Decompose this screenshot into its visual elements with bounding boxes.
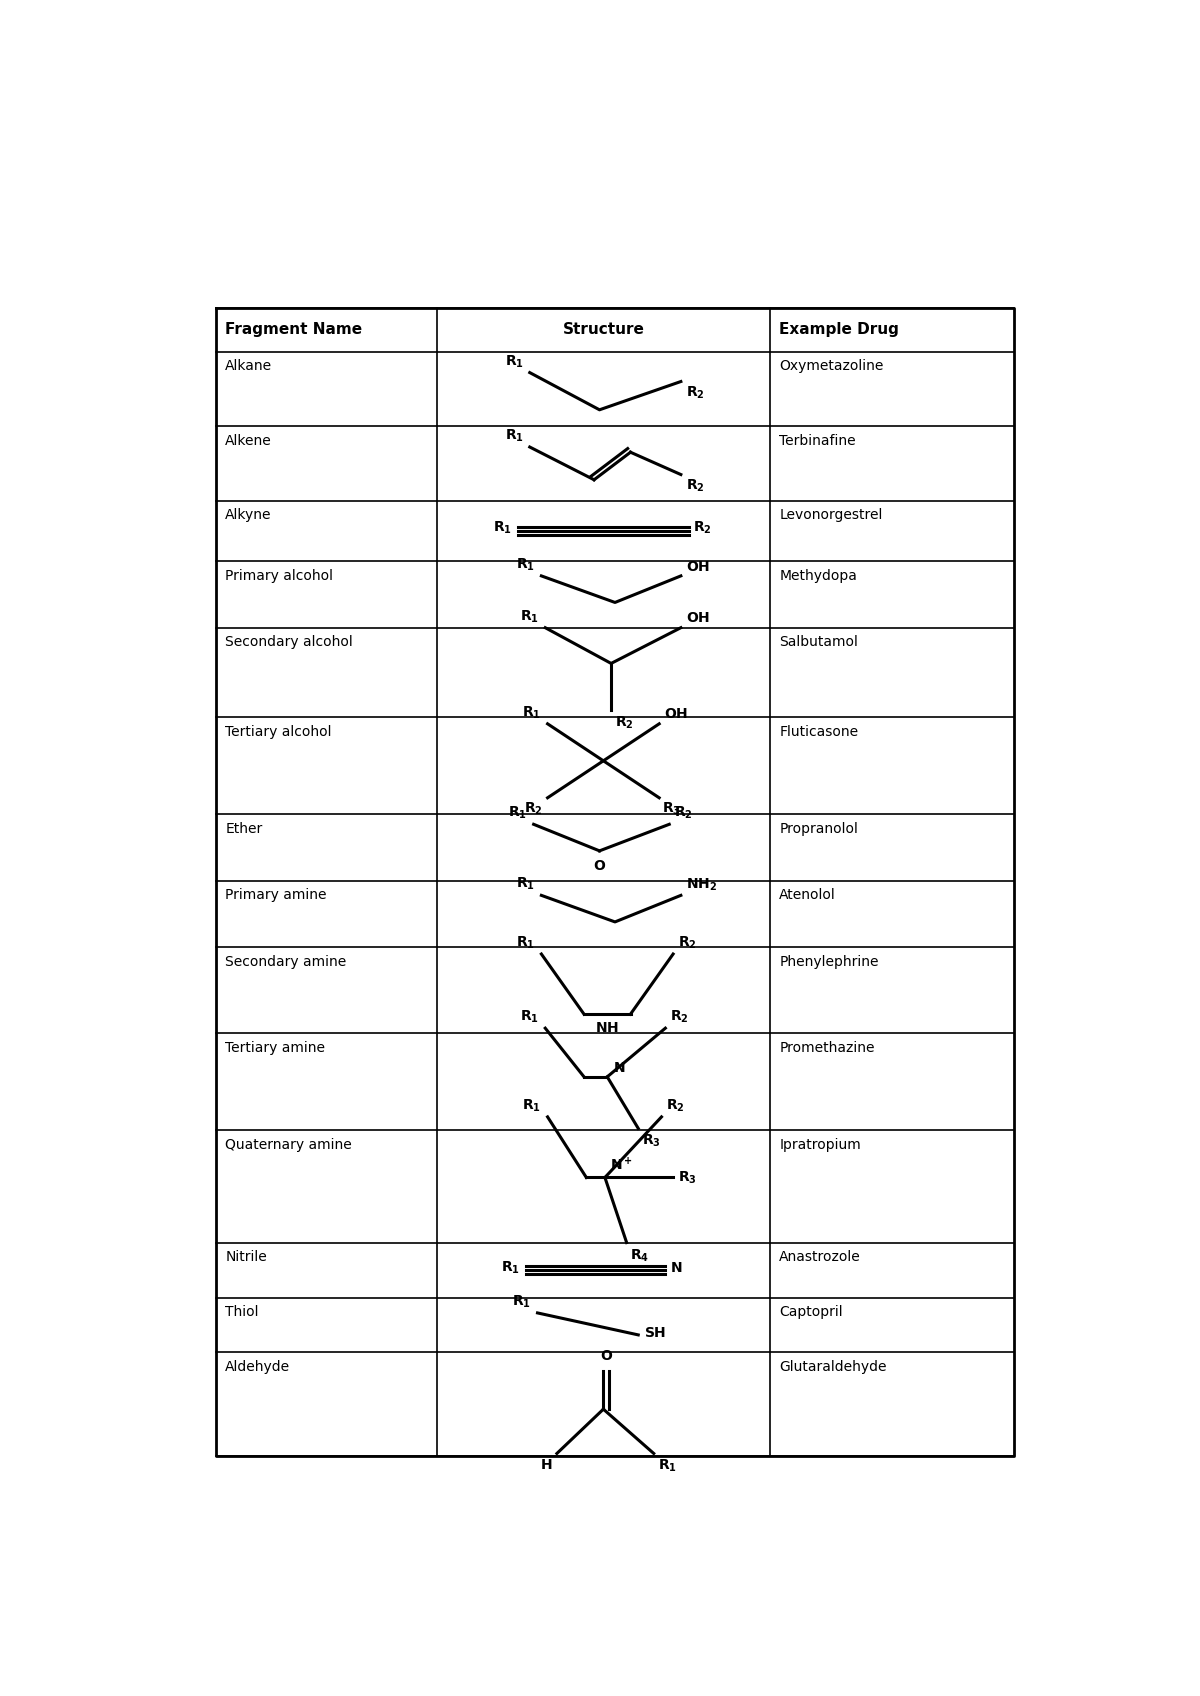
Text: Ipratropium: Ipratropium (779, 1138, 862, 1152)
Text: Structure: Structure (563, 322, 644, 338)
Text: $\mathbf{R_1}$: $\mathbf{R_1}$ (522, 1097, 541, 1114)
Text: $\mathbf{R_1}$: $\mathbf{R_1}$ (505, 427, 523, 444)
Text: $\mathbf{R_1}$: $\mathbf{R_1}$ (520, 609, 539, 624)
Text: Salbutamol: Salbutamol (779, 636, 858, 650)
Text: $\mathbf{R_3}$: $\mathbf{R_3}$ (642, 1133, 661, 1150)
Text: Alkane: Alkane (226, 360, 272, 373)
Text: Nitrile: Nitrile (226, 1250, 266, 1264)
Text: Primary alcohol: Primary alcohol (226, 568, 334, 583)
Text: $\mathbf{R_1}$: $\mathbf{R_1}$ (516, 934, 535, 951)
Text: Captopril: Captopril (779, 1306, 842, 1319)
Text: $\mathbf{R_1}$: $\mathbf{R_1}$ (516, 556, 535, 573)
Text: Oxymetazoline: Oxymetazoline (779, 360, 883, 373)
Text: $\mathbf{R_4}$: $\mathbf{R_4}$ (630, 1247, 649, 1264)
Text: $\mathbf{R_1}$: $\mathbf{R_1}$ (520, 1009, 539, 1024)
Text: $\mathbf{R_1}$: $\mathbf{R_1}$ (522, 704, 541, 721)
Text: Promethazine: Promethazine (779, 1041, 875, 1055)
Text: $\mathbf{R_1}$: $\mathbf{R_1}$ (516, 875, 535, 892)
Text: $\mathbf{R_1}$: $\mathbf{R_1}$ (505, 353, 523, 370)
Text: $\mathbf{R_2}$: $\mathbf{R_2}$ (616, 714, 634, 731)
Text: $\mathbf{R_1}$: $\mathbf{R_1}$ (512, 1294, 532, 1309)
Text: $\mathbf{H}$: $\mathbf{H}$ (540, 1459, 552, 1472)
Text: $\mathbf{R_2}$: $\mathbf{R_2}$ (685, 385, 704, 400)
Text: Alkene: Alkene (226, 434, 272, 448)
Text: Terbinafine: Terbinafine (779, 434, 856, 448)
Text: $\mathbf{O}$: $\mathbf{O}$ (600, 1350, 613, 1364)
Text: Thiol: Thiol (226, 1306, 259, 1319)
Text: Ether: Ether (226, 823, 263, 836)
Text: $\mathbf{R_2}$: $\mathbf{R_2}$ (666, 1097, 685, 1114)
Text: $\mathbf{R_1}$: $\mathbf{R_1}$ (659, 1459, 677, 1474)
Text: $\mathbf{OH}$: $\mathbf{OH}$ (664, 707, 688, 721)
Text: $\mathbf{R_3}$: $\mathbf{R_3}$ (662, 801, 682, 817)
Text: Primary amine: Primary amine (226, 889, 326, 902)
Text: $\mathbf{R_1}$: $\mathbf{R_1}$ (493, 519, 512, 536)
Text: $\mathbf{SH}$: $\mathbf{SH}$ (644, 1326, 667, 1340)
Text: $\mathbf{N}$: $\mathbf{N}$ (613, 1060, 626, 1075)
Text: Quaternary amine: Quaternary amine (226, 1138, 352, 1152)
Text: Levonorgestrel: Levonorgestrel (779, 509, 883, 522)
Text: $\mathbf{R_2}$: $\mathbf{R_2}$ (670, 1009, 689, 1024)
Text: $\mathbf{R_2}$: $\mathbf{R_2}$ (678, 934, 696, 951)
Text: Methydopa: Methydopa (779, 568, 857, 583)
Text: $\mathbf{R_1}$: $\mathbf{R_1}$ (509, 806, 528, 821)
Text: $\mathbf{OH}$: $\mathbf{OH}$ (685, 611, 709, 624)
Text: $\mathbf{R_2}$: $\mathbf{R_2}$ (685, 478, 704, 494)
Text: Fluticasone: Fluticasone (779, 724, 858, 739)
Text: Anastrozole: Anastrozole (779, 1250, 862, 1264)
Text: Aldehyde: Aldehyde (226, 1360, 290, 1374)
Text: Propranolol: Propranolol (779, 823, 858, 836)
Text: $\mathbf{NH}$: $\mathbf{NH}$ (595, 1021, 619, 1035)
Text: $\mathbf{N}$: $\mathbf{N}$ (670, 1260, 683, 1275)
Text: Atenolol: Atenolol (779, 889, 836, 902)
Text: Phenylephrine: Phenylephrine (779, 955, 878, 968)
Text: Glutaraldehyde: Glutaraldehyde (779, 1360, 887, 1374)
Text: $\mathbf{NH_2}$: $\mathbf{NH_2}$ (685, 877, 716, 894)
Text: $\mathbf{N^+}$: $\mathbf{N^+}$ (610, 1157, 632, 1174)
Text: Secondary amine: Secondary amine (226, 955, 347, 968)
Text: $\mathbf{O}$: $\mathbf{O}$ (593, 858, 606, 872)
Text: $\mathbf{R_2}$: $\mathbf{R_2}$ (694, 519, 712, 536)
Text: Alkyne: Alkyne (226, 509, 271, 522)
Text: Example Drug: Example Drug (779, 322, 899, 338)
Text: Tertiary alcohol: Tertiary alcohol (226, 724, 331, 739)
Text: Tertiary amine: Tertiary amine (226, 1041, 325, 1055)
Text: Secondary alcohol: Secondary alcohol (226, 636, 353, 650)
Text: $\mathbf{R_1}$: $\mathbf{R_1}$ (500, 1260, 520, 1275)
Text: $\mathbf{R_2}$: $\mathbf{R_2}$ (524, 801, 542, 817)
Text: $\mathbf{R_2}$: $\mathbf{R_2}$ (674, 806, 692, 821)
Text: $\mathbf{R_3}$: $\mathbf{R_3}$ (678, 1169, 696, 1186)
Text: Fragment Name: Fragment Name (226, 322, 362, 338)
Text: $\mathbf{OH}$: $\mathbf{OH}$ (685, 560, 709, 573)
